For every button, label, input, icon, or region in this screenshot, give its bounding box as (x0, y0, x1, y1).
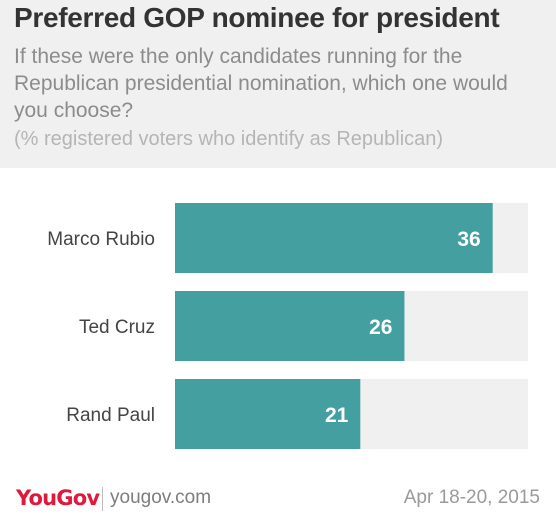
bar-chart: Marco Rubio 36 Ted Cruz 26 Rand Paul 21 (0, 168, 556, 478)
value-label: 36 (457, 228, 480, 251)
footer-divider (102, 487, 103, 511)
bar-rand-paul (175, 379, 361, 449)
chart-subtitle: If these were the only candidates runnin… (14, 45, 508, 122)
bar-marco-rubio (175, 203, 493, 273)
category-label: Rand Paul (66, 405, 155, 426)
category-label: Marco Rubio (47, 229, 155, 250)
site-link[interactable]: yougov.com (110, 487, 212, 508)
value-label: 26 (369, 316, 392, 339)
category-label: Ted Cruz (79, 317, 155, 338)
value-label: 21 (325, 404, 349, 427)
yougov-logo: YouGov (16, 486, 100, 510)
bar-ted-cruz (175, 291, 405, 361)
survey-date: Apr 18-20, 2015 (403, 487, 540, 508)
chart-title: Preferred GOP nominee for president (14, 2, 500, 33)
chart-header: Preferred GOP nominee for president If t… (0, 0, 556, 168)
chart-footer: YouGov yougov.com Apr 18-20, 2015 (0, 478, 556, 524)
chart-note: (% registered voters who identify as Rep… (14, 128, 444, 150)
bar-chart-svg: Marco Rubio 36 Ted Cruz 26 Rand Paul 21 (47, 203, 528, 449)
